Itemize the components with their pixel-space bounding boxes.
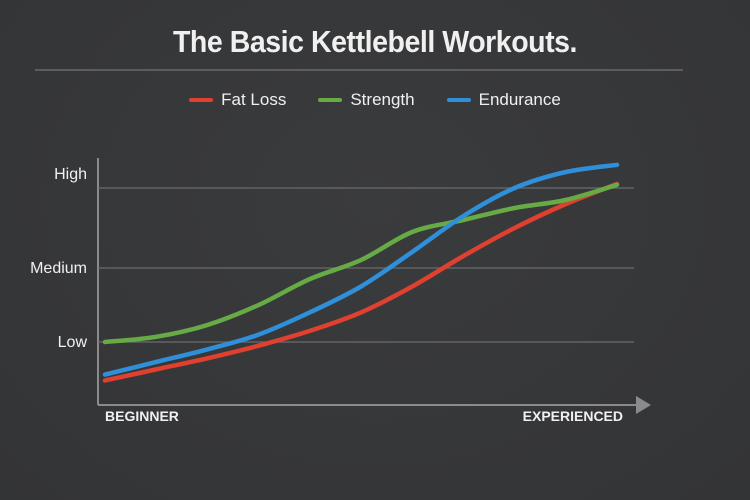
- x-tick-label: BEGINNER: [105, 408, 179, 424]
- legend: Fat Loss Strength Endurance: [0, 90, 750, 110]
- y-tick-label: High: [54, 166, 87, 183]
- legend-label: Fat Loss: [221, 90, 287, 109]
- legend-item-endurance: Endurance: [446, 90, 561, 110]
- legend-swatch: [446, 98, 471, 102]
- legend-swatch: [189, 98, 214, 102]
- x-tick-label: EXPERIENCED: [523, 408, 623, 424]
- chart-title: The Basic Kettlebell Workouts.: [172, 24, 578, 59]
- legend-item-fat-loss: Fat Loss: [189, 90, 286, 110]
- series-line-endurance: [102, 162, 620, 377]
- y-tick-label: Medium: [30, 260, 87, 277]
- legend-label: Strength: [350, 90, 415, 109]
- y-tick-label: Low: [58, 334, 88, 351]
- x-axis-arrow: [636, 396, 651, 414]
- series-line-strength: [102, 182, 620, 345]
- legend-label: Endurance: [478, 90, 561, 109]
- legend-item-strength: Strength: [318, 90, 415, 110]
- legend-swatch: [318, 98, 343, 102]
- series-line-fat-loss: [102, 181, 620, 383]
- title-divider: [35, 69, 683, 71]
